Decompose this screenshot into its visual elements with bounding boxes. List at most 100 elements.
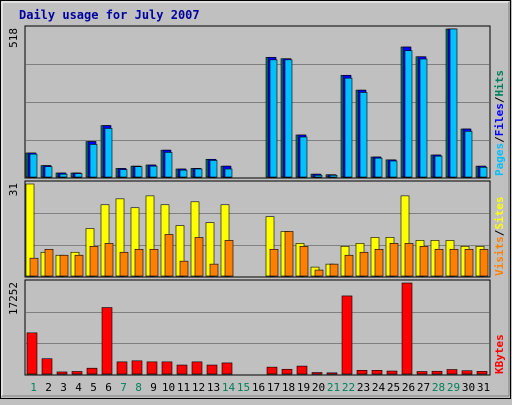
day-26-bars (400, 46, 413, 178)
bar-pages (164, 152, 173, 178)
day-label-20: 20 (312, 381, 325, 394)
day-label-31: 31 (477, 381, 490, 394)
day-1-bars (25, 183, 39, 277)
day-24-bars (370, 156, 383, 178)
bar-pages (44, 166, 53, 178)
day-label-26: 26 (402, 381, 415, 394)
bar-sites (164, 234, 174, 277)
day-label-19: 19 (297, 381, 310, 394)
day-17-bars (265, 56, 278, 178)
day-20-bars (310, 173, 323, 178)
legend-entry: KBytes (493, 334, 506, 374)
bar-sites (119, 251, 129, 277)
bar-kbytes-day-30 (461, 370, 473, 375)
day-labels: 1 2 3 4 5 6 7 8 9 10 11 12 13 14 15 16 17 18 19 20 21 22 23 24 2… (30, 381, 490, 394)
bar-kbytes-day-9 (146, 361, 158, 375)
bar-kbytes-day-6 (101, 307, 113, 375)
bar-sites (404, 243, 414, 277)
day-8-bars (130, 165, 143, 178)
day-13-bars (205, 222, 219, 277)
legend-separator: / (493, 229, 506, 236)
bar-kbytes-day-1 (26, 332, 38, 375)
bar-pages (209, 160, 218, 178)
legend-entry: Pages (493, 143, 506, 176)
bar-kbytes-day-27 (416, 371, 428, 375)
day-7-bars (115, 168, 128, 178)
day-14-bars (220, 165, 233, 178)
bar-kbytes-day-21 (326, 372, 338, 375)
day-label-10: 10 (162, 381, 175, 394)
day-label-21: 21 (327, 381, 340, 394)
bar-sites (224, 240, 234, 277)
bar-kbytes-day-3 (56, 371, 68, 375)
bar-sites (284, 231, 294, 277)
bar-pages (224, 168, 233, 178)
day-label-17: 17 (267, 381, 280, 394)
day-label-13: 13 (207, 381, 220, 394)
bar-pages (389, 160, 398, 178)
legend-pages-files-hits: Pages/Files/Hits (493, 70, 506, 176)
bar-sites (104, 243, 114, 277)
scale-max-label: 17252 (7, 282, 20, 315)
bar-kbytes-day-20 (311, 372, 323, 375)
bar-kbytes-day-7 (116, 361, 128, 375)
bar-pages (119, 169, 128, 178)
day-7-bars (115, 198, 129, 277)
day-label-8: 8 (135, 381, 142, 394)
bar-kbytes-day-23 (356, 370, 368, 375)
day-21-bars (325, 174, 338, 178)
day-label-25: 25 (387, 381, 400, 394)
bar-kbytes-day-11 (176, 364, 188, 375)
day-label-5: 5 (90, 381, 97, 394)
day-19-bars (295, 134, 308, 178)
scale-max-label: 31 (7, 183, 20, 196)
bar-pages (404, 50, 413, 178)
day-12-bars (190, 201, 204, 277)
legend-entry: Sites (493, 197, 506, 230)
bar-sites (59, 254, 69, 277)
day-label-2: 2 (45, 381, 52, 394)
bar-kbytes-day-2 (41, 358, 53, 375)
panel-frame (24, 279, 491, 376)
chart-title: Daily usage for July 2007 (19, 8, 200, 22)
panel-visits-sites: 31 Visits/Sites (7, 180, 506, 278)
bar-kbytes-day-25 (386, 370, 398, 375)
bar-sites (89, 246, 99, 277)
bar-pages (194, 168, 203, 178)
legend-separator: / (493, 136, 506, 143)
day-12-bars (190, 168, 203, 178)
day-28-bars (430, 240, 444, 277)
bar-pages (359, 92, 368, 178)
day-29-bars (445, 240, 459, 277)
bar-sites (179, 260, 189, 277)
bar-sites (344, 254, 354, 277)
bar-kbytes-day-18 (281, 368, 293, 375)
day-label-30: 30 (462, 381, 475, 394)
bar-sites (269, 248, 279, 277)
bar-pages (89, 144, 98, 178)
bar-kbytes-day-29 (446, 369, 458, 375)
day-6-bars (100, 125, 113, 178)
bar-pages (479, 166, 488, 178)
bar-pages (59, 173, 68, 178)
bar-sites (389, 243, 399, 277)
bar-sites (359, 251, 369, 277)
day-23-bars (355, 89, 368, 178)
day-label-14: 14 (222, 381, 236, 394)
day-31-bars (475, 165, 488, 178)
day-20-bars (310, 266, 324, 277)
day-18-bars (280, 58, 293, 178)
legend-kbytes: KBytes (493, 334, 506, 374)
day-4-bars (70, 172, 83, 178)
bar-pages (134, 166, 143, 178)
bar-kbytes-day-4 (71, 371, 83, 375)
day-13-bars (205, 158, 218, 178)
bar-kbytes-day-5 (86, 367, 98, 375)
day-9-bars (145, 195, 159, 277)
day-9-bars (145, 164, 158, 178)
day-8-bars (130, 207, 144, 277)
